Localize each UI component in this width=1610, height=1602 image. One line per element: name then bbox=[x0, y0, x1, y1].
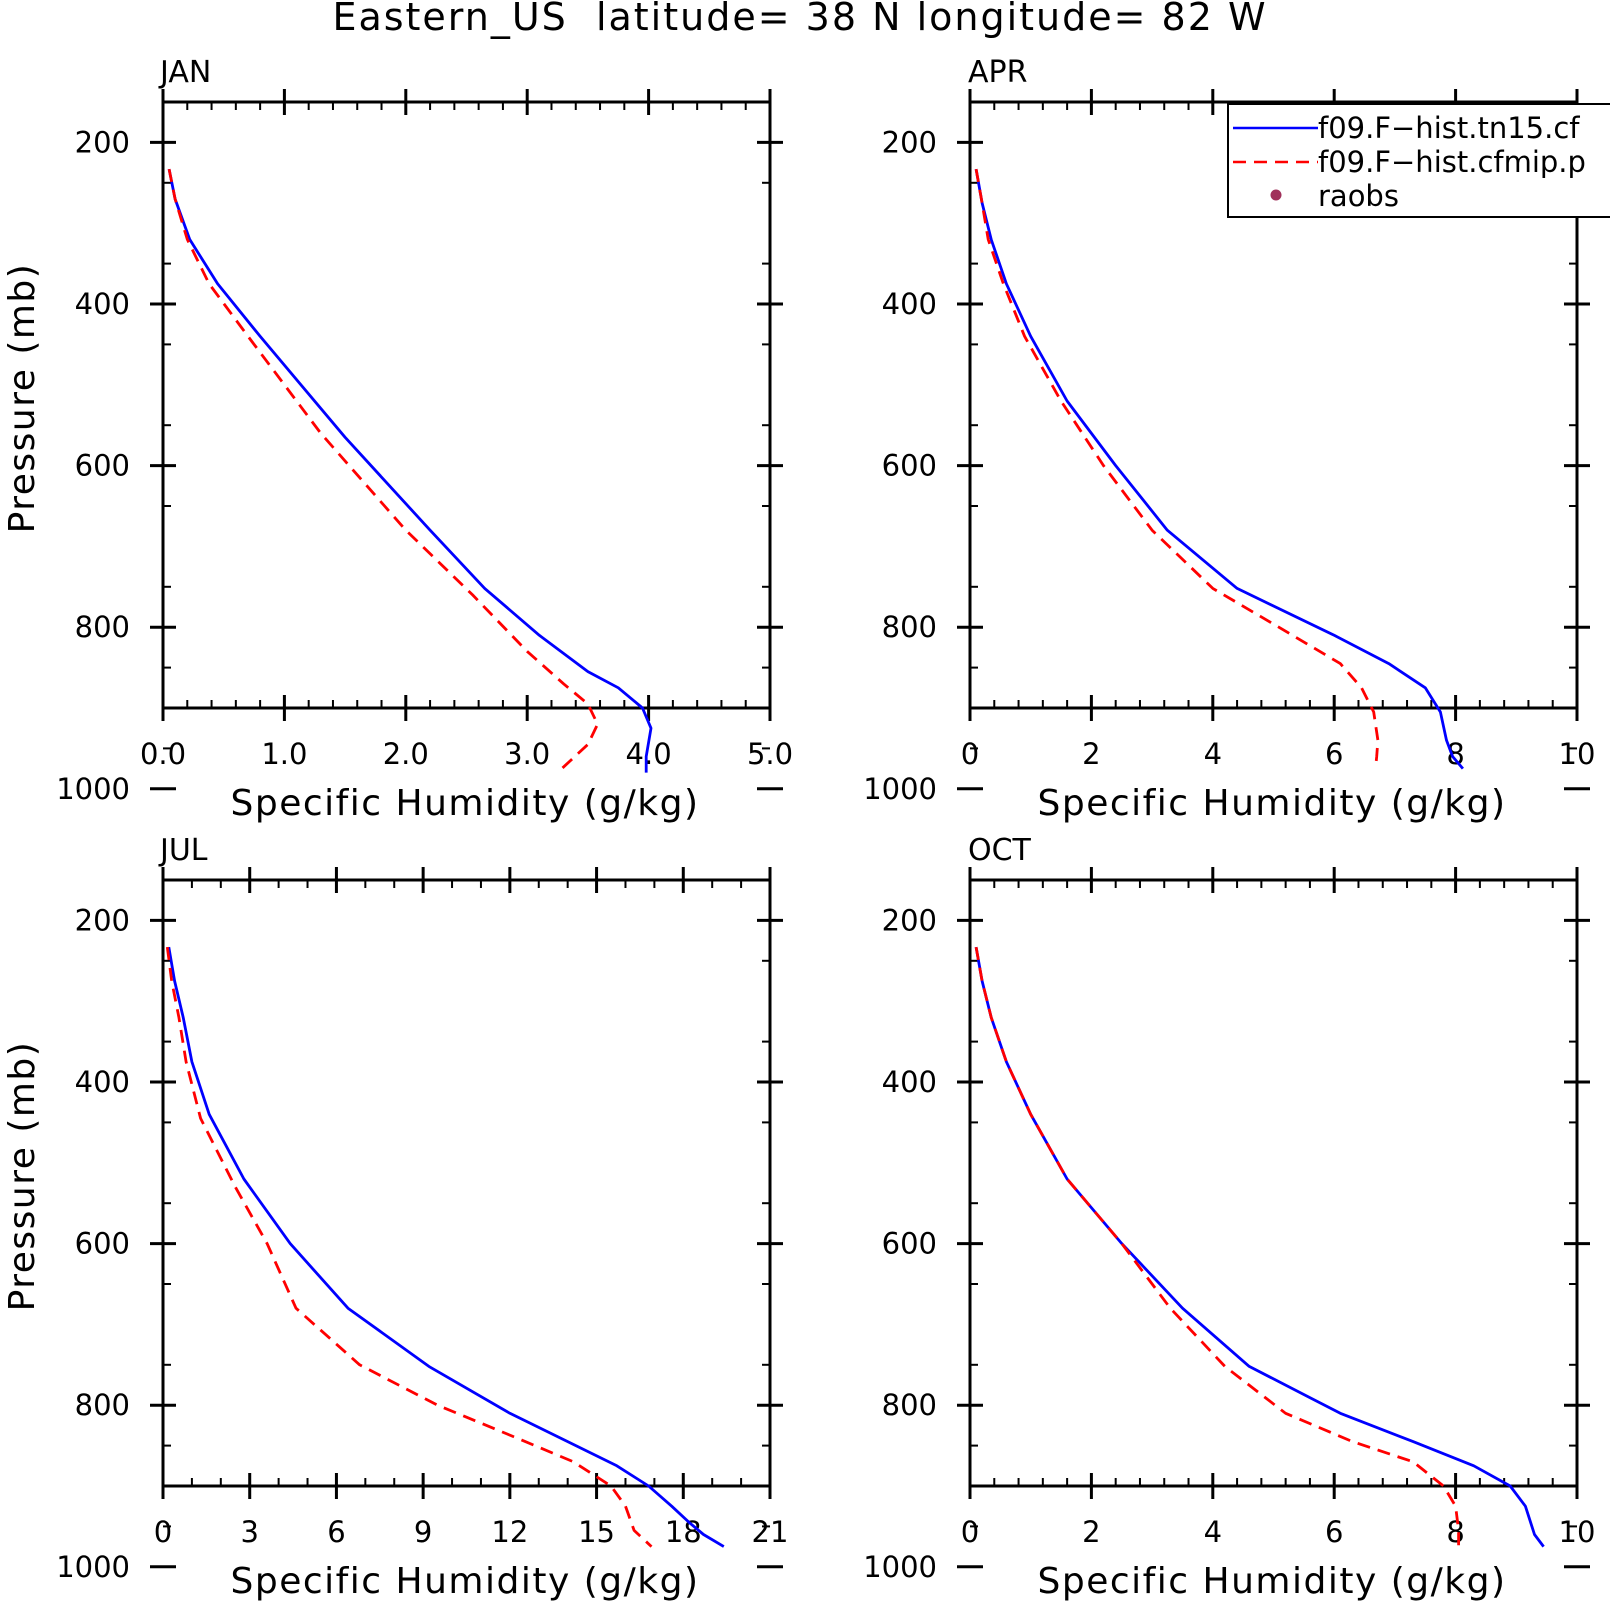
x-tick-label: 10 bbox=[1559, 737, 1596, 771]
legend-box bbox=[1227, 103, 1610, 218]
y-tick-label: 600 bbox=[882, 1227, 937, 1261]
y-tick-label: 600 bbox=[882, 449, 937, 483]
y-tick-label: 1000 bbox=[863, 772, 937, 806]
plot-frame bbox=[161, 100, 772, 710]
y-tick-label: 200 bbox=[75, 903, 130, 937]
x-tick-label: 0 bbox=[961, 1515, 979, 1549]
y-tick-label: 400 bbox=[882, 1065, 937, 1099]
figure-title: Eastern_US latitude= 38 N longitude= 82 … bbox=[332, 0, 1267, 39]
y-tick-label: 400 bbox=[75, 1065, 130, 1099]
x-tick-label: 0 bbox=[154, 1515, 172, 1549]
legend: f09.F−hist.tn15.cf f09.F−hist.cfmip.p ra… bbox=[1227, 103, 1610, 218]
series-line-cfmip bbox=[167, 168, 599, 774]
y-axis-label-jul: Pressure (mb) bbox=[2, 1041, 43, 1312]
x-tick-label: 5.0 bbox=[747, 737, 793, 771]
y-tick-label: 1000 bbox=[56, 772, 130, 806]
y-tick-label: 800 bbox=[75, 1388, 130, 1422]
panel-apr: APR 200 400 600 800 1000 0 2 4 6 8 10 Specific Hum… bbox=[863, 55, 1595, 824]
panel-oct: OCT 200 400 600 800 1000 0 2 4 6 8 10 Specific Hum… bbox=[863, 833, 1595, 1602]
x-axis-label-jan: Specific Humidity (g/kg) bbox=[230, 783, 699, 824]
legend-marker-raobs bbox=[1270, 189, 1282, 201]
legend-label-cfmip: f09.F−hist.cfmip.p bbox=[1318, 145, 1586, 179]
series-line-cfmip bbox=[165, 946, 653, 1548]
x-tick-label: 6 bbox=[1325, 1515, 1343, 1549]
legend-label-raobs: raobs bbox=[1318, 179, 1399, 213]
x-tick-label: 4 bbox=[1204, 737, 1222, 771]
panel-title-oct: OCT bbox=[968, 833, 1032, 868]
x-axis-label-oct: Specific Humidity (g/kg) bbox=[1037, 1561, 1506, 1602]
x-tick-label: 21 bbox=[752, 1515, 789, 1549]
x-tick-label: 8 bbox=[1446, 737, 1464, 771]
x-tick-label: 2 bbox=[1082, 737, 1100, 771]
y-tick-label: 600 bbox=[75, 1227, 130, 1261]
x-tick-label: 0.0 bbox=[140, 737, 186, 771]
x-tick-label: 0 bbox=[961, 737, 979, 771]
y-tick-label: 200 bbox=[882, 903, 937, 937]
y-tick-label: 200 bbox=[75, 125, 130, 159]
x-tick-label: 10 bbox=[1559, 1515, 1596, 1549]
series-line-cfmip bbox=[974, 946, 1460, 1547]
x-tick-label: 15 bbox=[578, 1515, 615, 1549]
x-tick-label: 18 bbox=[665, 1515, 702, 1549]
panel-title-jan: JAN bbox=[158, 55, 211, 90]
x-tick-label: 4 bbox=[1204, 1515, 1222, 1549]
y-tick-label: 800 bbox=[75, 610, 130, 644]
y-tick-label: 800 bbox=[882, 610, 937, 644]
x-tick-label: 2.0 bbox=[383, 737, 429, 771]
x-tick-label: 3.0 bbox=[504, 737, 550, 771]
x-axis-label-jul: Specific Humidity (g/kg) bbox=[230, 1561, 699, 1602]
series-line-cfmip bbox=[974, 168, 1380, 769]
panel-title-apr: APR bbox=[968, 55, 1027, 90]
plot-area-oct: 200 400 600 800 1000 0 2 4 6 8 10 bbox=[863, 867, 1595, 1584]
y-axis-label-jan: Pressure (mb) bbox=[2, 263, 43, 534]
x-tick-label: 6 bbox=[327, 1515, 345, 1549]
y-tick-label: 400 bbox=[882, 287, 937, 321]
plot-frame bbox=[968, 878, 1579, 1488]
series-line-tn15 bbox=[974, 168, 1464, 770]
x-tick-label: 9 bbox=[414, 1515, 432, 1549]
panel-title-jul: JUL bbox=[158, 833, 208, 868]
y-tick-label: 200 bbox=[882, 125, 937, 159]
y-tick-label: 600 bbox=[75, 449, 130, 483]
x-axis-label-apr: Specific Humidity (g/kg) bbox=[1037, 783, 1506, 824]
series-line-tn15 bbox=[167, 168, 653, 773]
y-tick-label: 1000 bbox=[863, 1550, 937, 1584]
x-tick-label: 2 bbox=[1082, 1515, 1100, 1549]
plot-frame bbox=[968, 100, 1579, 710]
x-tick-label: 8 bbox=[1446, 1515, 1464, 1549]
x-tick-label: 6 bbox=[1325, 737, 1343, 771]
legend-label-tn15: f09.F−hist.tn15.cf bbox=[1318, 111, 1580, 145]
x-tick-label: 3 bbox=[240, 1515, 258, 1549]
y-tick-label: 800 bbox=[882, 1388, 937, 1422]
x-tick-label: 12 bbox=[491, 1515, 528, 1549]
plot-area-apr: 200 400 600 800 1000 0 2 4 6 8 10 bbox=[863, 89, 1595, 806]
series-line-tn15 bbox=[167, 946, 725, 1548]
panel-jul: JUL 200 400 600 800 1000 0 3 6 9 12 15 18 21 Specifi… bbox=[2, 833, 788, 1602]
y-tick-label: 400 bbox=[75, 287, 130, 321]
x-tick-label: 1.0 bbox=[261, 737, 307, 771]
plot-frame bbox=[161, 878, 772, 1488]
series-line-tn15 bbox=[974, 946, 1545, 1548]
y-tick-label: 1000 bbox=[56, 1550, 130, 1584]
plot-area-jul: 200 400 600 800 1000 0 3 6 9 12 15 18 21 bbox=[56, 867, 788, 1584]
